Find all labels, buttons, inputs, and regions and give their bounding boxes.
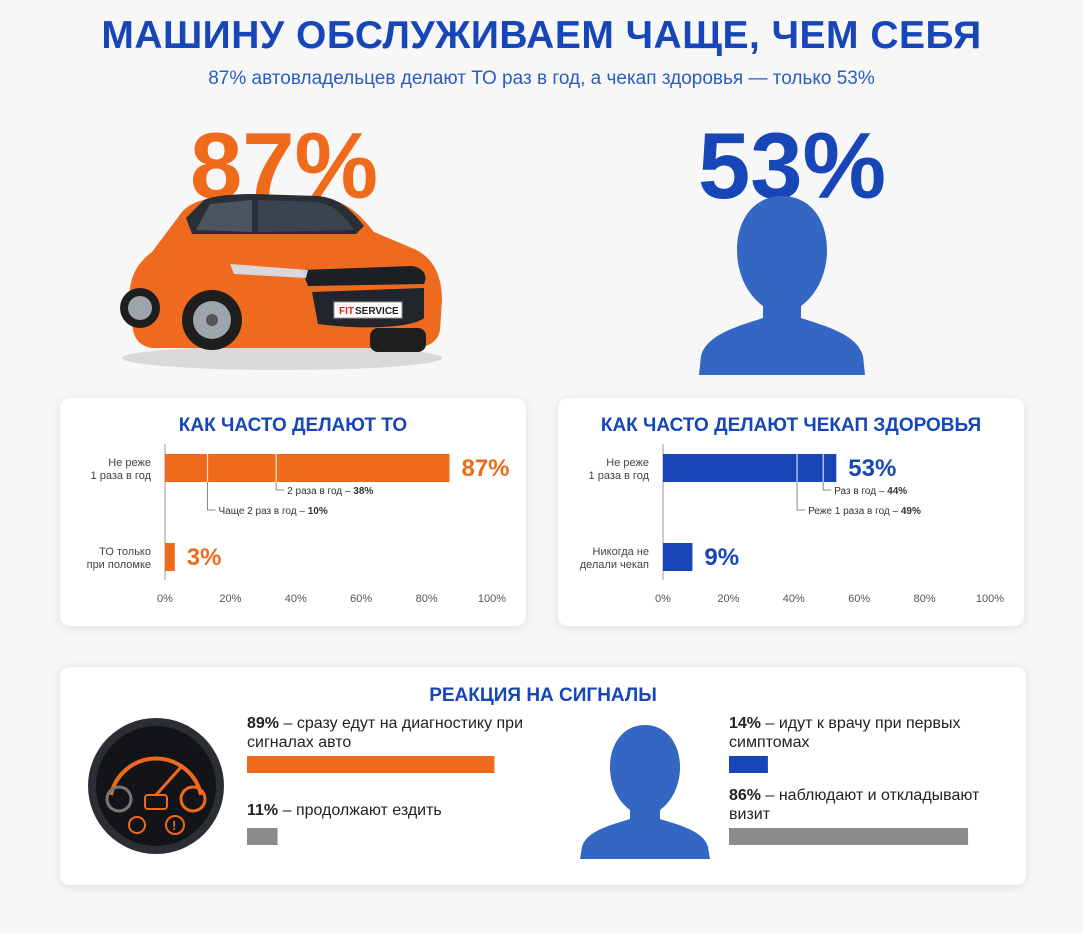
signal-desc: – наблюдают и откладывают визит — [729, 787, 980, 823]
orange-car-image: FIT SERVICE — [120, 194, 443, 370]
x-tick-label: 80% — [914, 593, 936, 605]
car-badge-text: SERVICE — [355, 306, 399, 317]
category-label: 1 раза в год — [589, 470, 650, 482]
bar — [165, 454, 450, 482]
bar — [165, 543, 175, 571]
signal-pct: 11% — [247, 802, 279, 819]
x-tick-label: 20% — [717, 593, 739, 605]
signal-desc: – идут к врачу при первых симптомах — [729, 715, 961, 751]
x-tick-label: 100% — [478, 593, 506, 605]
signal-pct: 89% — [247, 715, 280, 732]
chart-title: РЕАКЦИЯ НА СИГНАЛЫ — [429, 685, 657, 706]
category-label: делали чекап — [580, 559, 649, 571]
breakdown-annotation: 2 раза в год – 38% — [287, 486, 373, 497]
annotation-leader — [275, 482, 285, 491]
chart-title: КАК ЧАСТО ДЕЛАЮТ ТО — [178, 415, 408, 436]
category-label: ТО только — [99, 546, 151, 558]
svg-text:!: ! — [172, 818, 176, 833]
x-tick-label: 40% — [285, 593, 307, 605]
signal-bar — [729, 828, 969, 845]
car-signal-bars — [247, 756, 495, 845]
breakdown-annotation: Реже 1 раза в год – 49% — [808, 506, 921, 517]
signal-car-diagnostics-text: 89% – сразу едут на диагностику при сигн… — [247, 714, 527, 752]
page-subtitle: 87% автовладельцев делают ТО раз в год, … — [208, 68, 875, 89]
category-label: 1 раза в год — [91, 470, 152, 482]
dashboard-gauge-icon: ! — [88, 718, 224, 854]
signal-bar — [247, 828, 278, 845]
signal-reaction-card: РЕАКЦИЯ НА СИГНАЛЫ ! 89% – сразу едут на… — [60, 667, 1026, 885]
signal-postpone-text: 86% – наблюдают и откладывают визит — [729, 786, 1009, 824]
signal-pct: 14% — [729, 715, 762, 732]
x-tick-label: 0% — [655, 593, 671, 605]
bar-value-label: 3% — [187, 544, 222, 571]
breakdown-annotation: Чаще 2 раз в год – 10% — [219, 506, 328, 517]
person-silhouette-icon — [580, 725, 710, 859]
annotation-leader — [796, 482, 806, 511]
bar-value-label: 9% — [704, 544, 739, 571]
annotation-leader — [822, 482, 832, 491]
category-label: Никогда не — [593, 546, 649, 558]
x-tick-label: 60% — [848, 593, 870, 605]
signal-doctor-text: 14% – идут к врачу при первых симптомах — [729, 714, 1009, 752]
signal-keep-driving-text: 11% – продолжают ездить — [247, 801, 527, 820]
bar-value-label: 53% — [848, 455, 896, 482]
signal-bar — [247, 756, 495, 773]
breakdown-annotation: Раз в год – 44% — [834, 486, 907, 497]
chart-title: КАК ЧАСТО ДЕЛАЮТ ЧЕКАП ЗДОРОВЬЯ — [600, 415, 982, 436]
maintenance-frequency-card: КАК ЧАСТО ДЕЛАЮТ ТО 0% 20% 40% 60% 80% 100% Не… — [60, 398, 526, 626]
x-tick-label: 0% — [157, 593, 173, 605]
x-tick-label: 100% — [976, 593, 1004, 605]
category-label: при поломке — [87, 559, 151, 571]
person-signal-bars — [729, 756, 969, 845]
bar-value-label: 87% — [461, 455, 509, 482]
car-badge-brand: FIT — [339, 306, 354, 317]
category-label: Не реже — [606, 457, 649, 469]
signal-bar — [729, 756, 768, 773]
bar — [663, 454, 837, 482]
page-title: МАШИНУ ОБСЛУЖИВАЕМ ЧАЩЕ, ЧЕМ СЕБЯ — [101, 14, 982, 57]
signal-pct: 86% — [729, 787, 762, 804]
x-tick-label: 60% — [350, 593, 372, 605]
category-label: Не реже — [108, 457, 151, 469]
checkup-frequency-card: КАК ЧАСТО ДЕЛАЮТ ЧЕКАП ЗДОРОВЬЯ 0% 20% 40%… — [558, 398, 1024, 626]
x-tick-label: 80% — [416, 593, 438, 605]
annotation-leader — [207, 482, 216, 511]
signal-desc: – сразу едут на диагностику при сигналах… — [247, 715, 524, 751]
x-tick-label: 40% — [783, 593, 805, 605]
bar — [663, 543, 693, 571]
person-silhouette-icon — [699, 196, 865, 375]
signal-desc: – продолжают ездить — [282, 802, 442, 819]
x-tick-label: 20% — [219, 593, 241, 605]
